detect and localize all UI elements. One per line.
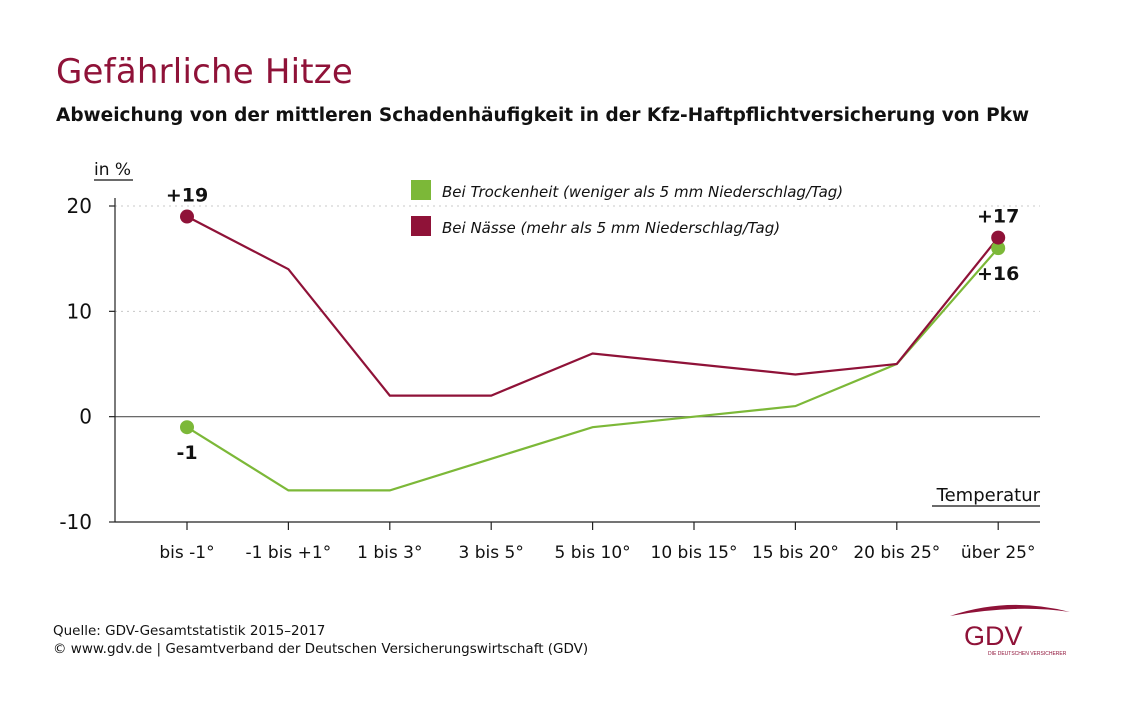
chart-subtitle: Abweichung von der mittleren Schadenhäuf… (56, 105, 1030, 126)
legend-swatch-wet (411, 216, 431, 236)
data-label: -1 (176, 442, 197, 464)
x-tick-label: 5 bis 10° (555, 543, 631, 563)
legend-label-wet: Bei Nässe (mehr als 5 mm Niederschlag/Ta… (442, 219, 780, 237)
svg-text:GDV: GDV (964, 621, 1023, 651)
marker-wet (180, 209, 194, 224)
legend-label-dry: Bei Trockenheit (weniger als 5 mm Nieder… (442, 183, 843, 201)
y-tick-label: 0 (79, 405, 92, 429)
series-line-dry (186, 247, 1000, 492)
svg-text:DIE DEUTSCHEN VERSICHERER: DIE DEUTSCHEN VERSICHERER (988, 651, 1067, 657)
x-axis-label: Temperatur (936, 485, 1041, 506)
x-tick-label: 3 bis 5° (459, 543, 524, 563)
series-line-wet (186, 215, 1000, 397)
legend-swatch-dry (411, 180, 431, 200)
data-label: +19 (166, 185, 208, 207)
source-note: Quelle: GDV-Gesamtstatistik 2015–2017 (53, 623, 326, 639)
x-tick-label: -1 bis +1° (246, 543, 332, 563)
data-label: +16 (977, 263, 1019, 285)
y-tick-label: 10 (67, 299, 92, 323)
x-tick-label: bis -1° (159, 543, 214, 563)
line-chart: in % -10 0 10 20 bis -1° -1 bis +1° 1 bis 3° 3 b… (59, 160, 1041, 563)
x-tick-label: 1 bis 3° (357, 543, 422, 563)
x-tick-label: 10 bis 15° (651, 543, 738, 563)
gdv-logo: GDV DIE DEUTSCHEN VERSICHERER (950, 604, 1070, 657)
marker-dry (991, 241, 1006, 256)
y-axis-label: in % (94, 160, 131, 180)
marker-wet (991, 230, 1006, 245)
x-tick-label: 15 bis 20° (752, 543, 839, 563)
x-tick-label: 20 bis 25° (853, 543, 940, 563)
data-label: +17 (977, 206, 1019, 228)
y-tick-label: -10 (59, 510, 92, 534)
marker-dry (180, 420, 194, 435)
page-title: Gefährliche Hitze (56, 52, 353, 92)
y-tick-label: 20 (67, 194, 92, 218)
copyright-note: © www.gdv.de | Gesamtverband der Deutsch… (53, 641, 589, 657)
x-tick-label: über 25° (961, 543, 1036, 563)
